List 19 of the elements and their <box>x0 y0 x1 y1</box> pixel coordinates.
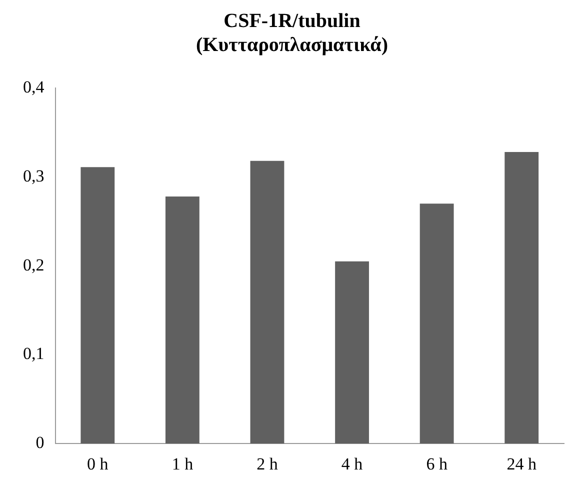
x-tick-label: 24 h <box>506 454 537 474</box>
bar <box>80 167 115 444</box>
bar <box>504 152 539 444</box>
bar <box>420 204 454 444</box>
x-tick-label: 4 h <box>341 454 364 474</box>
bar <box>165 196 200 444</box>
x-tick-label: 0 h <box>87 454 109 474</box>
bar <box>250 160 284 444</box>
x-tick-label: 1 h <box>172 454 194 474</box>
text: (Κυτταροπλασματικά) <box>196 34 388 56</box>
x-tick-label: 2 h <box>256 454 278 474</box>
bar <box>335 261 369 444</box>
y-tick-label: 0,1 <box>23 344 44 364</box>
y-tick-label: 0 <box>36 433 44 452</box>
y-tick-label: 0,3 <box>23 166 44 186</box>
text: CSF-1R/tubulin <box>224 10 360 32</box>
y-tick-label: 0,4 <box>23 77 45 96</box>
x-tick-label: 6 h <box>426 454 448 474</box>
y-tick-label: 0,2 <box>23 255 44 274</box>
